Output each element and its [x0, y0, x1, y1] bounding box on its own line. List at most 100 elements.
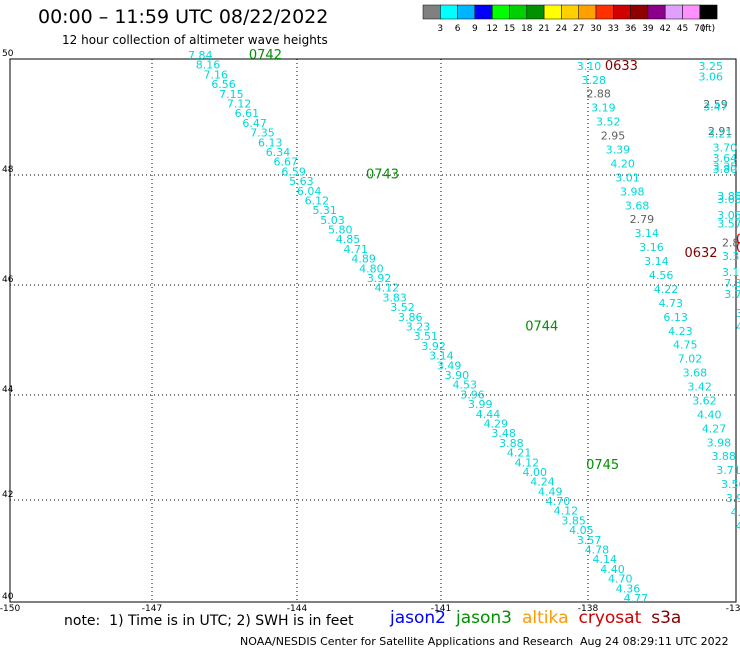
swh-value-track-a: 4.24 [530, 476, 555, 489]
swh-value-track-c: 3.47 [703, 101, 728, 114]
swh-value-track-a: 4.21 [507, 447, 532, 460]
swh-value-track-b: 3.90 [726, 492, 740, 505]
pass-time-label: 0742 [249, 48, 282, 63]
swh-value-track-a: 4.40 [600, 563, 625, 576]
swh-value-track-a: 4.12 [515, 456, 540, 469]
swh-value-track-a: 4.89 [351, 253, 376, 266]
swh-value-track-a: 4.78 [585, 544, 610, 557]
x-tick-label: -138 [578, 604, 599, 614]
swh-value-track-a: 6.34 [266, 146, 291, 159]
swh-value-track-b: 3.14 [644, 255, 669, 268]
y-tick-label: 44 [2, 385, 14, 395]
swh-value-track-a: 4.53 [452, 379, 477, 392]
swh-value-track-a: 4.71 [344, 243, 369, 256]
swh-value-track-b: 3.14 [634, 227, 659, 240]
colorbar-swatch [491, 4, 510, 20]
swh-value-track-a: 3.23 [406, 321, 431, 334]
swh-value-track-b: 4.22 [654, 283, 679, 296]
swh-value-track-c: 3.25 [699, 60, 724, 73]
colorbar-swatch [440, 4, 458, 20]
swh-value-track-a: 4.12 [554, 505, 579, 518]
pass-time-label: 065 [736, 233, 740, 248]
colorbar-tick-label: 21 [538, 24, 549, 34]
swh-value-track-c: 3.85 [717, 190, 740, 203]
swh-value-track-c: 3.57 [717, 217, 740, 230]
swh-value-track-a: 6.67 [274, 156, 299, 169]
swh-value-track-c: 3.70 [724, 288, 740, 301]
colorbar-swatch [457, 4, 476, 20]
colorbar-tick-label: 15 [504, 24, 515, 34]
swh-value-track-a: 7.35 [250, 127, 275, 140]
swh-value-track-b: 6.13 [663, 311, 688, 324]
colorbar-swatch [647, 4, 666, 20]
swh-value-track-a: 3.57 [577, 534, 602, 547]
swh-value-track-b: 2.88 [586, 88, 611, 101]
x-tick-label: -141 [431, 604, 451, 614]
swh-value-track-b: 3.68 [625, 199, 650, 212]
swh-value-track-b: 4.23 [668, 325, 693, 338]
colorbar-swatch [682, 4, 701, 20]
swh-value-track-a: 4.00 [522, 466, 547, 479]
colorbar-swatch [509, 4, 528, 20]
swh-value-track-a: 3.14 [429, 350, 454, 363]
swh-value-track-a: 4.70 [608, 573, 633, 586]
swh-value-track-b: 4.90 [735, 520, 740, 533]
y-tick-label: 46 [2, 275, 14, 285]
swh-value-track-b: 3.01 [615, 171, 640, 184]
swh-value-track-a: 4.85 [336, 233, 361, 246]
swh-value-track-c: 3.33 [722, 250, 740, 263]
pass-time-label: 0744 [525, 320, 558, 335]
colorbar-swatch [526, 4, 545, 20]
swh-value-track-c: 7.33 [724, 277, 740, 290]
swh-value-track-a: 4.49 [538, 485, 563, 498]
y-tick-label: 50 [2, 49, 14, 59]
swh-value-track-c: 3.35 [713, 160, 738, 173]
satellite-legend-s3a: s3a [651, 608, 682, 628]
swh-value-track-b: 4.56 [731, 506, 740, 519]
swh-value-track-a: 6.13 [258, 136, 283, 149]
swh-value-track-a: 8.16 [196, 59, 221, 72]
x-tick-label: -134 [726, 604, 740, 614]
pass-time-label: 065 [736, 241, 740, 256]
x-tick-label: -144 [287, 604, 308, 614]
colorbar-swatch [578, 4, 597, 20]
swh-value-track-c: 3.06 [699, 71, 724, 84]
swh-value-track-a: 7.16 [204, 68, 229, 81]
colorbar-tick-label: 36 [625, 24, 637, 34]
swh-value-track-c: 3.70 [713, 141, 738, 154]
swh-value-track-b: 4.27 [702, 422, 727, 435]
colorbar-tick-label: 18 [521, 24, 533, 34]
swh-value-track-c: 3.65 [717, 193, 740, 206]
swh-value-track-a: 7.15 [219, 88, 244, 101]
swh-value-track-a: 3.86 [398, 311, 423, 324]
swh-value-track-a: 4.80 [359, 262, 384, 275]
y-tick-label: 40 [2, 592, 14, 602]
colorbar-unit: (ft) [702, 24, 716, 34]
colorbar-tick-label: 45 [677, 24, 688, 34]
colorbar-tick-label: 30 [590, 24, 602, 34]
colorbar-swatch [664, 4, 683, 20]
swh-value-track-a: 4.14 [592, 553, 617, 566]
colorbar-tick-label: 3 [437, 24, 443, 34]
colorbar-swatch [595, 4, 614, 20]
colorbar-tick-label: 27 [573, 24, 584, 34]
swh-value-track-a: 4.12 [375, 282, 400, 295]
colorbar-tick-label: 9 [472, 24, 478, 34]
swh-value-track-a: 5.80 [328, 224, 353, 237]
satellite-legend: jason2 jason3 altika cryosat s3a [390, 608, 691, 628]
footer-credit: NOAA/NESDIS Center for Satellite Applica… [240, 635, 574, 648]
swh-value-track-b: 4.73 [659, 297, 684, 310]
swh-value-track-a: 4.29 [484, 417, 509, 430]
swh-value-track-a: 7.84 [188, 49, 213, 62]
y-tick-label: 42 [2, 490, 13, 500]
swh-value-track-c: 4.02 [736, 321, 740, 334]
colorbar-tick-label: 24 [556, 24, 568, 34]
swh-value-track-b: 3.68 [683, 367, 708, 380]
swh-value-track-b: 3.28 [582, 74, 607, 87]
swh-value-track-b: 3.42 [687, 381, 712, 394]
swh-value-track-b: 2.95 [601, 130, 626, 143]
swh-value-track-b: 4.75 [673, 339, 698, 352]
colorbar-swatch [474, 4, 493, 20]
swh-value-track-a: 3.51 [414, 330, 439, 343]
